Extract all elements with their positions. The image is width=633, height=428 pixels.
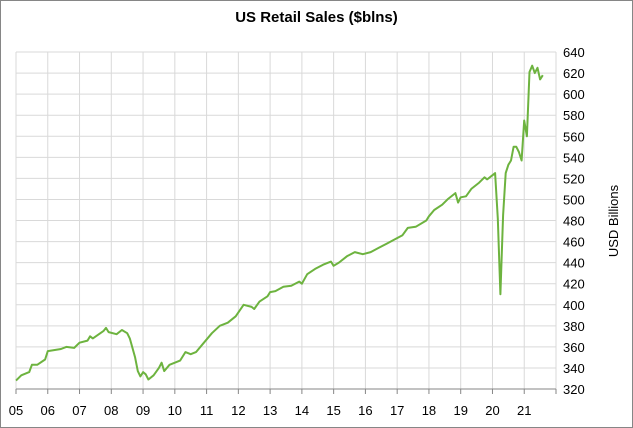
x-tick-label: 12 bbox=[231, 403, 245, 418]
gridlines bbox=[15, 51, 557, 390]
chart-title: US Retail Sales ($blns) bbox=[235, 9, 398, 26]
x-tick-label: 13 bbox=[263, 403, 277, 418]
y-axis-label: USD Billions bbox=[606, 184, 621, 257]
y-tick-label: 400 bbox=[563, 298, 585, 313]
retail-sales-line bbox=[15, 64, 544, 382]
y-tick-label: 480 bbox=[563, 214, 585, 229]
x-tick-label: 21 bbox=[517, 403, 531, 418]
y-tick-label: 340 bbox=[563, 361, 585, 376]
y-tick-label: 540 bbox=[563, 150, 585, 165]
x-tick-label: 20 bbox=[485, 403, 499, 418]
y-tick-label: 420 bbox=[563, 277, 585, 292]
y-tick-label: 620 bbox=[563, 66, 585, 81]
y-tick-label: 560 bbox=[563, 129, 585, 144]
y-tick-label: 600 bbox=[563, 87, 585, 102]
y-tick-label: 320 bbox=[563, 382, 585, 397]
y-tick-label: 460 bbox=[563, 235, 585, 250]
y-tick-label: 440 bbox=[563, 256, 585, 271]
x-tick-label: 11 bbox=[200, 403, 214, 418]
y-tick-label: 500 bbox=[563, 192, 585, 207]
x-tick-label: 18 bbox=[422, 403, 436, 418]
x-tick-label: 06 bbox=[41, 403, 55, 418]
tick-labels: 320 340 360 380 400 420 440 460 480 500 520 540 560 5… bbox=[9, 45, 585, 418]
x-tick-label: 17 bbox=[390, 403, 404, 418]
x-tick-label: 10 bbox=[168, 403, 182, 418]
x-tick-label: 16 bbox=[358, 403, 372, 418]
x-tick-label: 15 bbox=[326, 403, 340, 418]
x-tick-label: 14 bbox=[295, 403, 309, 418]
y-tick-label: 580 bbox=[563, 108, 585, 123]
x-tick-label: 19 bbox=[453, 403, 467, 418]
x-tick-label: 08 bbox=[104, 403, 118, 418]
x-tick-label: 09 bbox=[136, 403, 150, 418]
y-tick-label: 380 bbox=[563, 319, 585, 334]
series-lines bbox=[15, 64, 544, 382]
y-tick-label: 360 bbox=[563, 340, 585, 355]
y-tick-label: 640 bbox=[563, 45, 585, 60]
x-tick-label: 05 bbox=[9, 403, 23, 418]
y-tick-label: 520 bbox=[563, 171, 585, 186]
x-tick-label: 07 bbox=[72, 403, 86, 418]
axes bbox=[15, 388, 557, 394]
